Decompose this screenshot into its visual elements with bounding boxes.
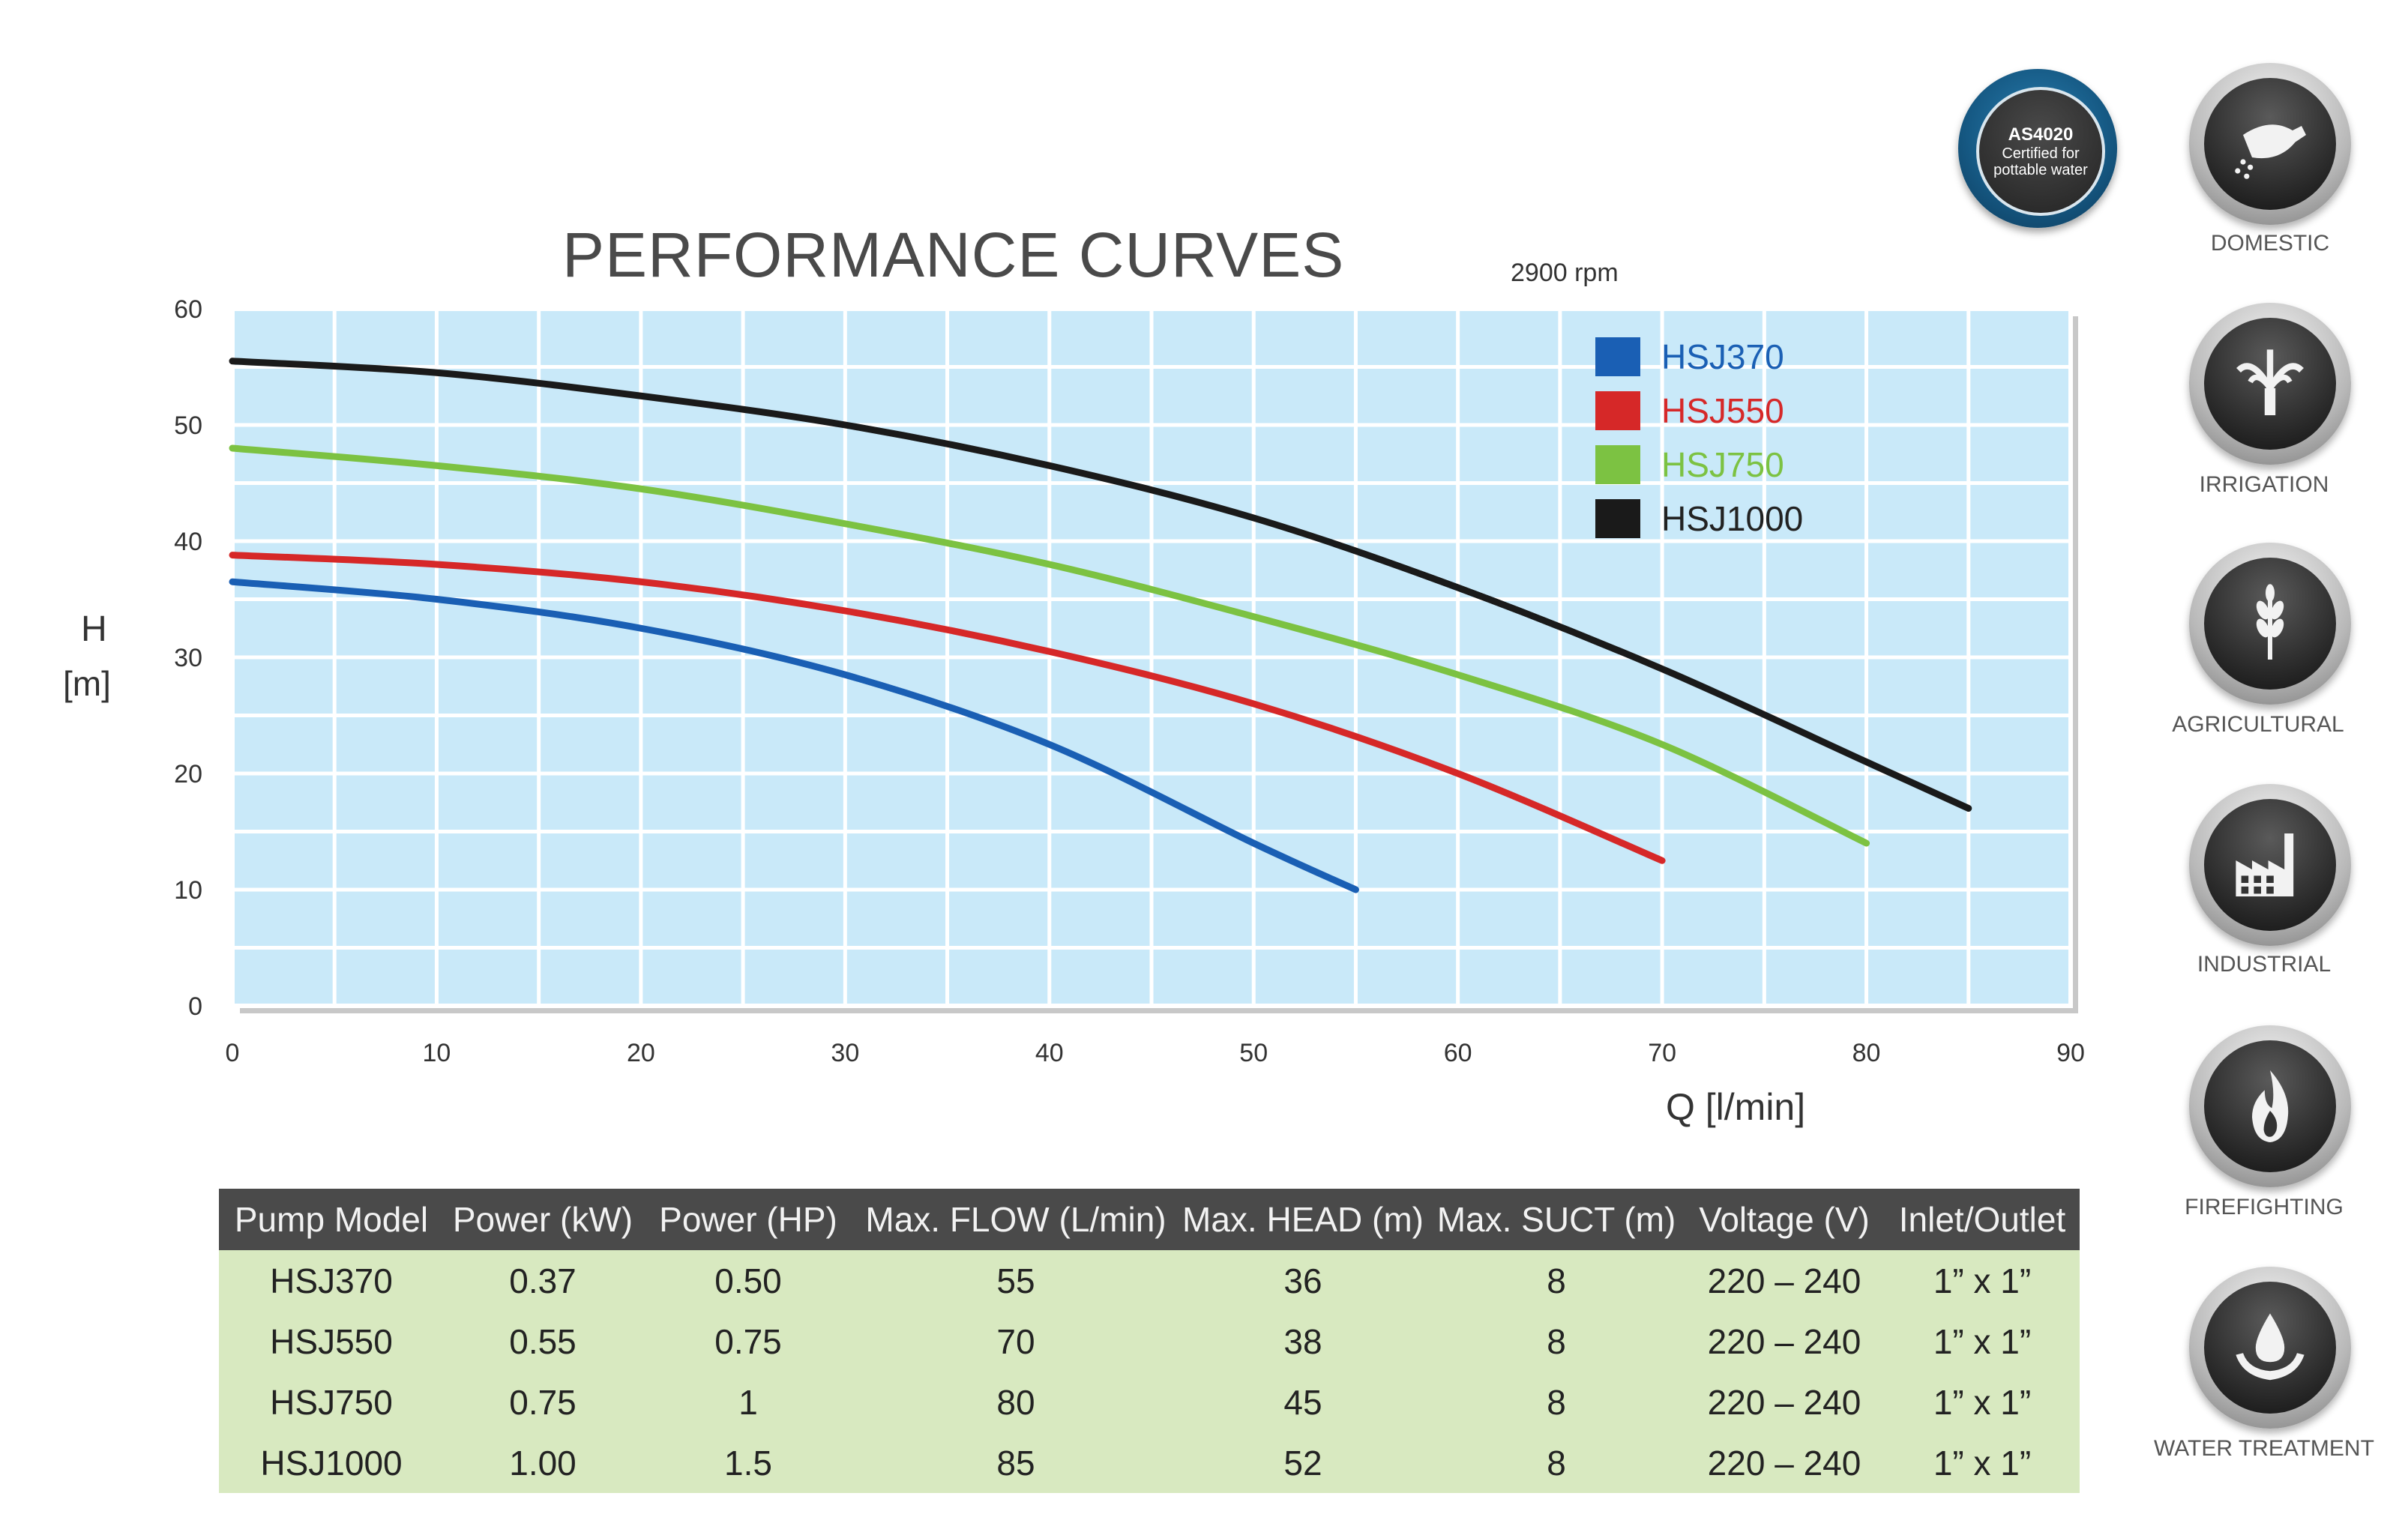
table-cell: 1 bbox=[642, 1372, 855, 1432]
table-row: HSJ1000 1.00 1.5 85 52 8 220 – 240 1” x … bbox=[219, 1432, 2080, 1493]
y-tick-label: 30 bbox=[174, 644, 202, 672]
table-cell: 45 bbox=[1177, 1372, 1429, 1432]
table-cell: 0.50 bbox=[642, 1250, 855, 1311]
wheat-icon bbox=[2189, 543, 2351, 705]
app-label-industrial: INDUSTRIAL bbox=[2197, 952, 2332, 977]
table-header-cell: Max. SUCT (m) bbox=[1429, 1189, 1684, 1250]
x-tick-label: 80 bbox=[1852, 1039, 1881, 1067]
x-tick-label: 20 bbox=[627, 1039, 655, 1067]
chart-subtitle: 2900 rpm bbox=[1511, 259, 1619, 287]
legend-swatch bbox=[1595, 445, 1640, 484]
table-header-cell: Max. HEAD (m) bbox=[1177, 1189, 1429, 1250]
table-cell: 8 bbox=[1429, 1432, 1684, 1493]
x-tick-label: 10 bbox=[423, 1039, 451, 1067]
x-tick-label: 50 bbox=[1239, 1039, 1268, 1067]
table-cell: 1” x 1” bbox=[1885, 1372, 2080, 1432]
water-drop-hands-icon bbox=[2189, 1267, 2351, 1429]
performance-chart: 0 10 20 30 40 50 60 70 80 90 0 10 20 30 40 50 60 HSJ370 HS… bbox=[174, 295, 2085, 1067]
flame-icon bbox=[2189, 1025, 2351, 1187]
table-cell: 1” x 1” bbox=[1885, 1432, 2080, 1493]
table-header-cell: Max. FLOW (L/min) bbox=[855, 1189, 1177, 1250]
badge-title: AS4020 bbox=[2008, 124, 2074, 145]
app-label-firefighting: FIREFIGHTING bbox=[2185, 1195, 2344, 1219]
table-cell: 8 bbox=[1429, 1311, 1684, 1372]
table-cell: 38 bbox=[1177, 1311, 1429, 1372]
table-cell: HSJ750 bbox=[219, 1372, 444, 1432]
pump-spec-table: Pump Model Power (kW) Power (HP) Max. FL… bbox=[219, 1189, 2080, 1493]
shower-head-icon bbox=[2189, 63, 2351, 225]
table-cell: HSJ1000 bbox=[219, 1432, 444, 1493]
y-tick-label: 40 bbox=[174, 528, 202, 556]
certification-badge: AS4020 Certified for pottable water bbox=[1958, 69, 2117, 228]
table-header-cell: Power (HP) bbox=[642, 1189, 855, 1250]
y-tick-label: 10 bbox=[174, 876, 202, 905]
series-line-hsj370 bbox=[229, 578, 1359, 893]
app-label-water-treatment: WATER TREATMENT bbox=[2154, 1436, 2374, 1461]
table-cell: 1” x 1” bbox=[1885, 1311, 2080, 1372]
table-header-cell: Power (kW) bbox=[444, 1189, 642, 1250]
badge-text: Certified for pottable water bbox=[1993, 145, 2088, 178]
table-header-cell: Pump Model bbox=[219, 1189, 444, 1250]
y-tick-label: 50 bbox=[174, 411, 202, 440]
x-tick-label: 30 bbox=[831, 1039, 859, 1067]
table-cell: 70 bbox=[855, 1311, 1177, 1372]
table-cell: 1.5 bbox=[642, 1432, 855, 1493]
x-axis-label: Q [l/min] bbox=[1666, 1086, 1806, 1128]
chart-title: PERFORMANCE CURVES bbox=[562, 220, 1345, 290]
x-tick-label: 90 bbox=[2056, 1039, 2085, 1067]
series-line-hsj1000 bbox=[229, 358, 1972, 812]
table-cell: 0.55 bbox=[444, 1311, 642, 1372]
y-tick-label: 20 bbox=[174, 760, 202, 788]
table-cell: 220 – 240 bbox=[1684, 1432, 1885, 1493]
y-axis-label: H bbox=[81, 609, 107, 649]
y-tick-label: 0 bbox=[188, 992, 202, 1021]
legend-label: HSJ370 bbox=[1661, 337, 1784, 376]
table-cell: 8 bbox=[1429, 1250, 1684, 1311]
table-cell: 1.00 bbox=[444, 1432, 642, 1493]
table-cell: HSJ370 bbox=[219, 1250, 444, 1311]
table-cell: 80 bbox=[855, 1372, 1177, 1432]
table-row: HSJ370 0.37 0.50 55 36 8 220 – 240 1” x … bbox=[219, 1250, 2080, 1311]
legend-label: HSJ1000 bbox=[1661, 499, 1803, 538]
x-tick-label: 70 bbox=[1648, 1039, 1676, 1067]
x-tick-label: 60 bbox=[1444, 1039, 1472, 1067]
table-cell: 220 – 240 bbox=[1684, 1372, 1885, 1432]
table-cell: 55 bbox=[855, 1250, 1177, 1311]
x-tick-label: 40 bbox=[1035, 1039, 1064, 1067]
series-line-hsj750 bbox=[229, 444, 1870, 847]
table-cell: 52 bbox=[1177, 1432, 1429, 1493]
table-cell: 220 – 240 bbox=[1684, 1250, 1885, 1311]
app-label-agricultural: AGRICULTURAL bbox=[2172, 712, 2344, 737]
legend-label: HSJ750 bbox=[1661, 445, 1784, 484]
table-cell: 85 bbox=[855, 1432, 1177, 1493]
table-cell: 220 – 240 bbox=[1684, 1311, 1885, 1372]
series-line-hsj550 bbox=[229, 552, 1666, 864]
legend-swatch bbox=[1595, 391, 1640, 430]
factory-icon bbox=[2189, 784, 2351, 946]
table-header-cell: Voltage (V) bbox=[1684, 1189, 1885, 1250]
sprinkler-icon bbox=[2189, 303, 2351, 465]
legend-label: HSJ550 bbox=[1661, 391, 1784, 430]
table-row: HSJ550 0.55 0.75 70 38 8 220 – 240 1” x … bbox=[219, 1311, 2080, 1372]
table-cell: 8 bbox=[1429, 1372, 1684, 1432]
x-tick-label: 0 bbox=[226, 1039, 240, 1067]
table-header-cell: Inlet/Outlet bbox=[1885, 1189, 2080, 1250]
legend-swatch bbox=[1595, 499, 1640, 538]
table-cell: 1” x 1” bbox=[1885, 1250, 2080, 1311]
table-cell: HSJ550 bbox=[219, 1311, 444, 1372]
table-cell: 0.75 bbox=[642, 1311, 855, 1372]
table-row: HSJ750 0.75 1 80 45 8 220 – 240 1” x 1” bbox=[219, 1372, 2080, 1432]
y-axis-unit: [m] bbox=[63, 664, 111, 703]
table-cell: 36 bbox=[1177, 1250, 1429, 1311]
y-tick-label: 60 bbox=[174, 295, 202, 324]
table-header-row: Pump Model Power (kW) Power (HP) Max. FL… bbox=[219, 1189, 2080, 1250]
app-label-domestic: DOMESTIC bbox=[2210, 231, 2330, 256]
app-label-irrigation: IRRIGATION bbox=[2199, 472, 2329, 497]
table-cell: 0.37 bbox=[444, 1250, 642, 1311]
table-cell: 0.75 bbox=[444, 1372, 642, 1432]
legend-swatch bbox=[1595, 337, 1640, 376]
